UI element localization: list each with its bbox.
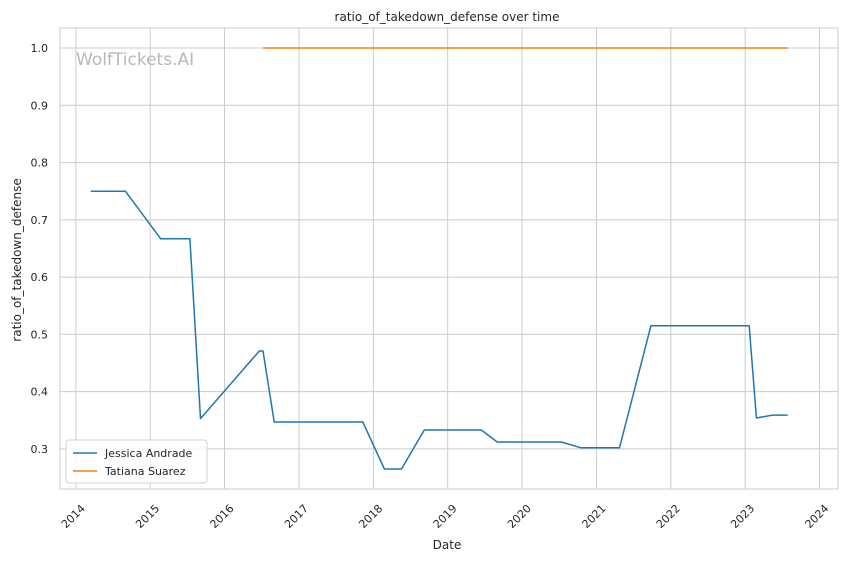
x-tick-label: 2020 [505,502,534,531]
y-tick-label: 0.6 [31,271,49,284]
series-layer [90,47,788,470]
x-tick-label: 2017 [282,502,311,531]
y-tick-label: 0.7 [31,214,49,227]
watermark: WolfTickets.AI [76,50,194,70]
y-tick-label: 0.5 [31,328,49,341]
y-tick-labels: 0.3 0.4 0.5 0.6 0.7 0.8 0.9 1.0 [31,42,49,456]
x-tick-label: 2021 [580,502,609,531]
y-tick-label: 0.9 [31,99,49,112]
x-tick-label: 2022 [654,502,683,531]
x-tick-label: 2018 [356,502,385,531]
legend-label-jessica-andrade: Jessica Andrade [104,447,193,460]
legend: Jessica Andrade Tatiana Suarez [65,439,208,484]
y-axis-label: ratio_of_takedown_defense [10,178,24,341]
y-tick-label: 0.8 [31,157,49,170]
x-tick-label: 2023 [728,502,757,531]
plot-frame [59,27,839,490]
x-tick-label: 2015 [133,502,162,531]
y-tick-label: 1.0 [31,42,49,55]
x-tick-label: 2024 [803,502,832,531]
y-tick-label: 0.3 [31,443,49,456]
x-tick-label: 2019 [431,502,460,531]
legend-box [65,439,208,484]
plot-background [60,28,838,489]
y-tick-label: 0.4 [31,386,49,399]
x-tick-label: 2016 [208,502,237,531]
x-tick-label: 2014 [59,502,88,531]
x-axis-label: Date [433,538,462,552]
series-line-jessica-andrade [90,190,788,470]
legend-label-tatiana-suarez: Tatiana Suarez [104,465,186,478]
chart-title: ratio_of_takedown_defense over time [335,10,560,24]
x-tick-labels: 2014 2015 2016 2017 2018 2019 2020 2021 2022 2023… [59,502,832,531]
